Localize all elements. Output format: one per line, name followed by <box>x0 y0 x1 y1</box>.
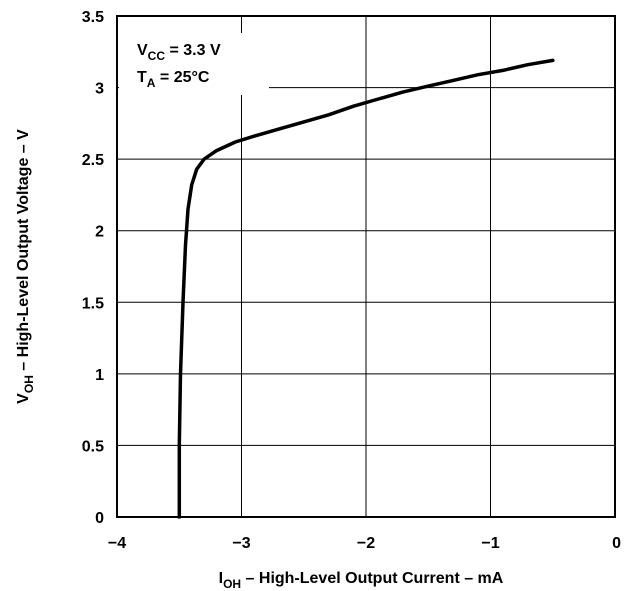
x-axis-label: IOH – High-Level Output Current – mA <box>219 570 504 591</box>
y-axis-label: VOH – High-Level Output Voltage – V <box>15 129 36 404</box>
x-tick-labels: −4 −3 −2 −1 0 <box>108 535 621 552</box>
series-line <box>177 58 555 519</box>
plot-frame <box>116 15 616 518</box>
x-tick-label: −1 <box>481 535 499 552</box>
x-tick-label: 0 <box>612 535 621 552</box>
annotations: VCC = 3.3 V TA = 25°C <box>137 42 221 90</box>
y-tick-label: 1.5 <box>82 295 104 312</box>
x-tick-label: −2 <box>357 535 375 552</box>
y-tick-label: 2.5 <box>82 152 104 169</box>
y-tick-label: 3 <box>95 81 104 98</box>
y-tick-label: 0 <box>95 510 104 527</box>
y-tick-labels: 0 0.5 1 1.5 2 2.5 3 3.5 <box>82 9 104 527</box>
annotation-line: TA = 25°C <box>137 69 210 90</box>
y-tick-label: 0.5 <box>82 438 104 455</box>
x-tick-label: −4 <box>108 535 126 552</box>
y-tick-label: 1 <box>95 367 104 384</box>
annotation-background <box>119 33 269 95</box>
x-tick-label: −3 <box>232 535 250 552</box>
y-tick-label: 2 <box>95 224 104 241</box>
y-tick-label: 3.5 <box>82 9 104 26</box>
annotation-line: VCC = 3.3 V <box>137 42 221 63</box>
